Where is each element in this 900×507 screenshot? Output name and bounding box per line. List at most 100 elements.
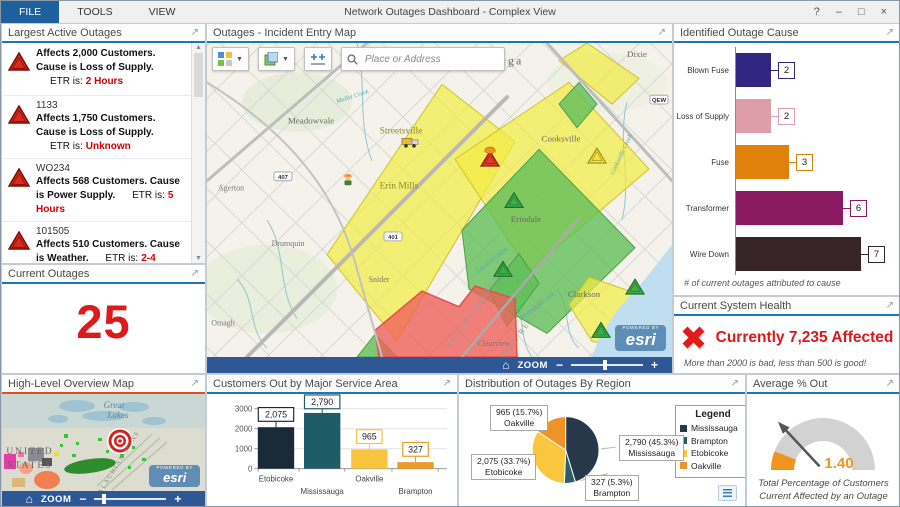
incident-map-canvas[interactable]: MississaugaDixieMeadowvaleStreetsvilleEr…: [207, 43, 672, 357]
customers-chart-canvas: 0 1000 2000 3000 2,075 Etobicoke 2,790 Mississa…: [235, 394, 447, 496]
chevron-down-icon: ▼: [236, 55, 243, 63]
map-label: Clearview: [478, 339, 511, 348]
expand-icon[interactable]: ↗: [657, 26, 666, 38]
bar-brampton[interactable]: 327: [397, 441, 434, 469]
svg-text:2,790: 2,790: [311, 397, 333, 407]
chart-caption: # of current outages attributed to cause: [684, 278, 841, 288]
expand-icon[interactable]: ↗: [885, 299, 894, 311]
svg-text:965: 965: [362, 432, 377, 442]
bar-mississauga[interactable]: 2,790: [303, 394, 341, 469]
truck-marker[interactable]: [401, 138, 419, 148]
bar-oakville[interactable]: 965: [351, 429, 388, 469]
pie-slice-mississauga[interactable]: [565, 416, 600, 483]
outage-list-item[interactable]: 101505 Affects 510 Customers. Cause is We…: [2, 222, 191, 263]
menu-tab-view[interactable]: VIEW: [148, 6, 176, 18]
zoom-out-button[interactable]: −: [79, 492, 87, 506]
outage-list-item[interactable]: Affects 2,000 Customers. Cause is Loss o…: [2, 43, 191, 96]
map-label: Omagh: [211, 319, 235, 328]
zoom-slider[interactable]: [570, 360, 643, 370]
zoom-in-button[interactable]: +: [174, 492, 182, 506]
panel-header: Largest Active Outages ↗: [2, 24, 205, 43]
expand-icon[interactable]: ↗: [190, 377, 199, 389]
overview-zoom-bar: ⌂ ZOOM − +: [2, 491, 205, 506]
overview-map-label: STATES: [7, 461, 52, 471]
map-label: Erindale: [511, 214, 541, 224]
warning-red-worker-marker[interactable]: [479, 146, 501, 167]
expand-icon[interactable]: ↗: [442, 377, 451, 389]
map-label: Snider: [369, 275, 390, 284]
home-icon[interactable]: ⌂: [502, 358, 510, 372]
cause-bar[interactable]: [735, 145, 789, 179]
legend-item-brampton[interactable]: Brampton: [680, 436, 745, 446]
help-button[interactable]: ?: [813, 6, 820, 18]
legend-item-etobicoke[interactable]: Etobicoke: [680, 448, 745, 458]
menu-tab-tools[interactable]: TOOLS: [77, 6, 113, 18]
zoom-slider-handle[interactable]: [602, 360, 607, 370]
map-search-box: [340, 47, 505, 71]
cause-bar[interactable]: [735, 191, 843, 225]
svg-text:401: 401: [388, 235, 399, 241]
window-controls: ? – □ ×: [814, 1, 899, 23]
zoom-slider-handle[interactable]: [102, 494, 107, 504]
warning-triangle-icon: [2, 100, 36, 154]
legend-toggle-button[interactable]: [718, 485, 737, 501]
warning-green-marker[interactable]: [492, 260, 514, 277]
scroll-down-icon[interactable]: ▼: [195, 255, 202, 262]
connector-line: [843, 207, 850, 209]
warning-green-marker[interactable]: [624, 278, 646, 295]
outage-list-item[interactable]: WO234 Affects 568 Customers. Cause is Pow…: [2, 159, 191, 222]
cause-bar[interactable]: [735, 237, 861, 271]
overview-map-label: Great: [104, 400, 125, 410]
panel-title: High-Level Overview Map: [8, 377, 134, 390]
bar-etobicoke[interactable]: 2,075: [257, 406, 295, 469]
esri-powered-by: POWERED BY: [622, 324, 659, 330]
scroll-thumb[interactable]: [194, 53, 203, 97]
etr-value: 2-4 Hours: [141, 253, 156, 263]
layers-button[interactable]: ▼: [257, 47, 295, 71]
panel-header: Distribution of Outages By Region ↗: [459, 375, 745, 394]
map-toolbar: ▼ ▼: [212, 47, 505, 71]
overview-map[interactable]: Great Lakes UNITED STATES APPALACHIAN MTNS P…: [2, 394, 205, 506]
legend-item-mississauga[interactable]: Mississauga: [680, 423, 745, 433]
bookmarks-button[interactable]: [303, 47, 332, 71]
zoom-out-button[interactable]: −: [555, 358, 563, 372]
expand-icon[interactable]: ↗: [885, 377, 894, 389]
outage-text: Affects 2,000 Customers. Cause is Loss o…: [36, 47, 185, 89]
map-label: Agerton: [218, 184, 244, 193]
scroll-up-icon[interactable]: ▲: [195, 44, 202, 51]
expand-icon[interactable]: ↗: [885, 26, 894, 38]
expand-icon[interactable]: ↗: [190, 26, 199, 38]
outage-list-item[interactable]: 1133 Affects 1,750 Customers. Cause is Lo…: [2, 96, 191, 159]
customers-bar-chart: 0 1000 2000 3000 2,075 Etobicoke 2,790 Mississa…: [207, 394, 457, 506]
map-label: Drumquin: [272, 239, 305, 248]
close-button[interactable]: ×: [880, 6, 887, 18]
warning-green-marker[interactable]: [590, 321, 612, 338]
scrollbar[interactable]: ▲ ▼: [191, 43, 205, 263]
warning-green-marker[interactable]: [503, 191, 525, 208]
connector-line: [789, 161, 796, 163]
expand-icon[interactable]: ↗: [190, 267, 199, 279]
zoom-in-button[interactable]: +: [650, 358, 658, 372]
search-input[interactable]: [362, 52, 487, 66]
cause-bar[interactable]: [735, 53, 771, 87]
pie-callout-brampton: 327 (5.3%) Brampton: [585, 475, 639, 502]
cause-value-box: 2: [778, 107, 795, 125]
outage-description: Affects 1,750 Customers. Cause is Loss o…: [36, 113, 156, 138]
worker-marker[interactable]: [344, 173, 352, 186]
incident-map[interactable]: MississaugaDixieMeadowvaleStreetsvilleEr…: [207, 43, 672, 373]
etr-label: ETR is:: [105, 253, 139, 263]
zoom-slider[interactable]: [94, 494, 167, 504]
callout-name: Brampton: [593, 488, 631, 499]
maximize-button[interactable]: □: [857, 6, 865, 18]
panel-title: Current Outages: [8, 267, 90, 280]
outage-id: WO234: [36, 163, 70, 174]
panel-outage-cause: Identified Outage Cause ↗ Blown Fuse 2 Los…: [673, 23, 899, 296]
home-icon[interactable]: ⌂: [25, 492, 33, 506]
warning-yellow-marker[interactable]: [586, 147, 608, 164]
minimize-button[interactable]: –: [835, 6, 842, 18]
expand-icon[interactable]: ↗: [730, 377, 739, 389]
cause-bar[interactable]: [735, 99, 771, 133]
menu-tab-file[interactable]: FILE: [1, 1, 60, 23]
basemap-gallery-button[interactable]: ▼: [212, 47, 249, 71]
legend-item-oakville[interactable]: Oakville: [680, 461, 745, 471]
